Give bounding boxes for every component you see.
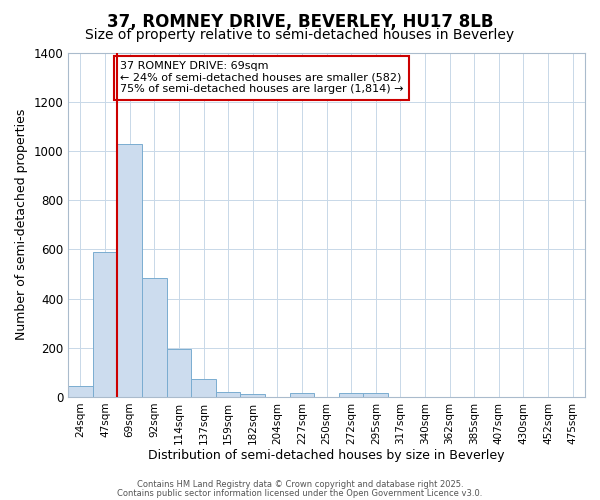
Text: 37, ROMNEY DRIVE, BEVERLEY, HU17 8LB: 37, ROMNEY DRIVE, BEVERLEY, HU17 8LB (107, 12, 493, 30)
Text: Size of property relative to semi-detached houses in Beverley: Size of property relative to semi-detach… (85, 28, 515, 42)
Bar (93, 252, 118, 397)
Bar (142, 278, 167, 397)
Text: 37 ROMNEY DRIVE: 69sqm
← 24% of semi-detached houses are smaller (582)
75% of se: 37 ROMNEY DRIVE: 69sqm ← 24% of semi-det… (120, 61, 403, 94)
Bar (290, 393, 314, 397)
X-axis label: Distribution of semi-detached houses by size in Beverley: Distribution of semi-detached houses by … (148, 450, 505, 462)
Bar (167, 349, 191, 397)
Bar (191, 379, 216, 397)
Bar (118, 144, 142, 397)
Bar (68, 386, 93, 397)
Bar (216, 392, 241, 397)
Bar (364, 393, 388, 397)
Bar (339, 393, 364, 397)
Y-axis label: Number of semi-detached properties: Number of semi-detached properties (15, 109, 28, 340)
Text: Contains HM Land Registry data © Crown copyright and database right 2025.: Contains HM Land Registry data © Crown c… (137, 480, 463, 489)
Bar (241, 394, 265, 397)
Text: Contains public sector information licensed under the Open Government Licence v3: Contains public sector information licen… (118, 488, 482, 498)
